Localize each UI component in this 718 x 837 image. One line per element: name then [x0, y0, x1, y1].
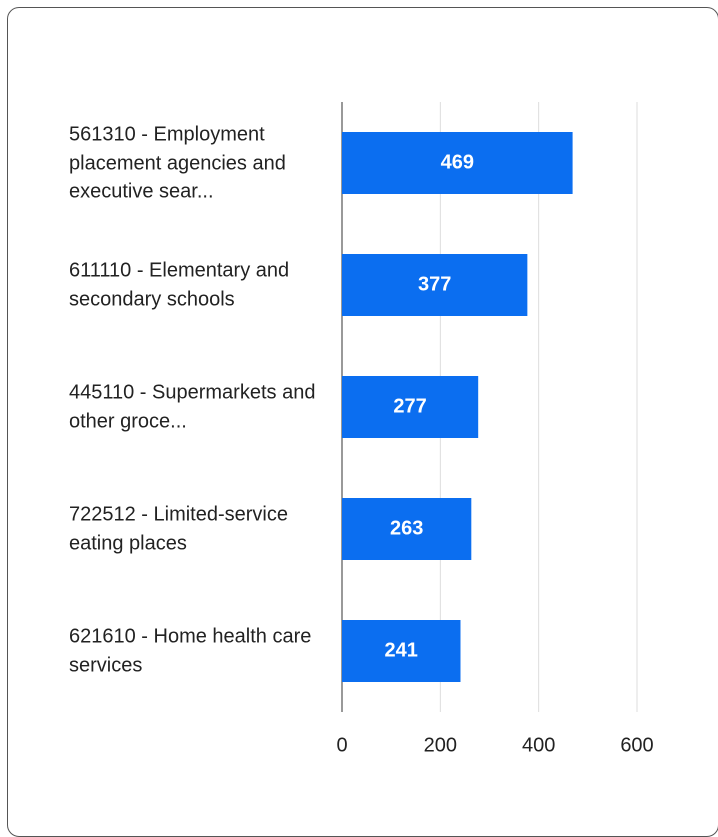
- x-tick-label: 600: [620, 734, 653, 756]
- value-label: 263: [390, 517, 423, 539]
- value-label: 241: [385, 639, 418, 661]
- bar: [342, 620, 461, 682]
- value-label: 469: [441, 151, 474, 173]
- x-tick-label: 200: [424, 734, 457, 756]
- x-tick-label: 400: [522, 734, 555, 756]
- category-label: 445110 - Supermarkets and other groce...: [69, 381, 316, 433]
- x-tick-label: 0: [336, 734, 347, 756]
- bar: [342, 498, 472, 560]
- bar: [342, 376, 479, 438]
- category-label: 722512 - Limited-service eating places: [69, 503, 288, 555]
- bar: [342, 254, 528, 316]
- bar: [342, 132, 573, 194]
- category-label: 611110 - Elementary and secondary school…: [69, 259, 290, 311]
- category-label: 621610 - Home health care services: [69, 625, 312, 677]
- value-label: 377: [418, 273, 451, 295]
- value-label: 277: [393, 395, 426, 417]
- category-label: 561310 - Employment placement agencies a…: [69, 123, 286, 203]
